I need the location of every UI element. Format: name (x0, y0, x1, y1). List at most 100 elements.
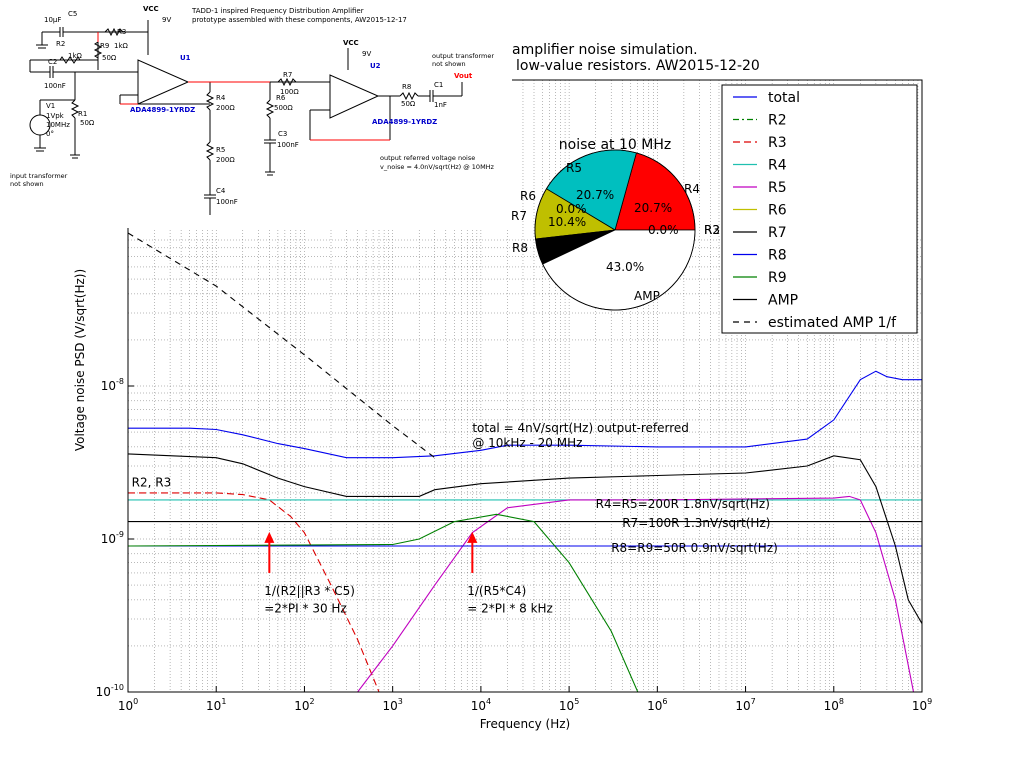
v1-label: V1 (46, 102, 55, 110)
x-tick-label: 107 (735, 697, 755, 713)
annotations: total = 4nV/sqrt(Hz) output-referred@ 10… (132, 421, 778, 616)
legend-label: estimated AMP 1/f (768, 315, 897, 331)
c3-value: 100nF (277, 141, 299, 149)
y-tick-label: 10-8 (101, 377, 124, 393)
schematic: TADD-1 inspired Frequency Distribution A… (0, 0, 512, 228)
legend-label: R5 (768, 180, 787, 196)
v1-amplitude: 1Vpk (46, 112, 65, 120)
r5-value: 200Ω (216, 156, 235, 164)
schematic-subtitle: prototype assembled with these component… (192, 16, 407, 24)
legend-label: R3 (768, 135, 787, 151)
r4-value: 200Ω (216, 104, 235, 112)
input-transformer-note-2: not shown (10, 180, 44, 188)
pie-percent: 0.0% (556, 202, 587, 216)
x-tick-label: 108 (824, 697, 844, 713)
r2-label: R2 (56, 40, 65, 48)
x-tick-label: 100 (118, 697, 138, 713)
series-layer (128, 232, 922, 692)
r4-label: R4 (216, 94, 226, 102)
pie-title: noise at 10 MHz (559, 137, 671, 153)
pie-label: R2 (704, 223, 720, 237)
legend-label: R2 (768, 113, 787, 129)
series-line-r5 (357, 495, 915, 692)
pie-percent: 20.7% (576, 188, 614, 202)
annotation-arrowhead (264, 531, 275, 543)
v9a-label: 9V (162, 16, 171, 24)
annotation-text: 1/(R5*C4) (467, 584, 526, 598)
c4-value: 100nF (216, 198, 238, 206)
r3-value: 1kΩ (114, 42, 129, 50)
r9-value: 50Ω (102, 54, 117, 62)
r7-label: R7 (283, 71, 292, 79)
annotation-text: @ 10kHz - 20 MHz (472, 436, 582, 450)
pie-percent: 20.7% (634, 201, 672, 215)
x-tick-label: 109 (912, 697, 932, 713)
c4-label: C4 (216, 187, 226, 195)
legend-label: R7 (768, 225, 787, 241)
vcc1-label: VCC (143, 5, 159, 13)
pie-percent: 10.4% (548, 215, 586, 229)
vcc2-label: VCC (343, 39, 359, 47)
pie-outline (534, 149, 696, 311)
chart-title-line1: amplifier noise simulation. (512, 42, 698, 58)
x-tick-label: 105 (559, 697, 579, 713)
annotation-text: R4=R5=200R 1.8nV/sqrt(Hz) (596, 497, 770, 511)
c1-label: C1 (434, 81, 443, 89)
r1-value: 50Ω (80, 119, 95, 127)
series-line-r3 (128, 492, 380, 692)
pie-label: R8 (512, 241, 528, 255)
pie-label: AMP (634, 289, 660, 303)
v1-phase: 0° (46, 130, 54, 138)
legend-label: R8 (768, 248, 787, 264)
r6-label: R6 (276, 94, 286, 102)
series-line-total (128, 370, 922, 459)
v9b-label: 9V (362, 50, 371, 58)
y-tick-label: 10-9 (101, 530, 124, 546)
legend-label: R9 (768, 270, 787, 286)
legend-label: total (768, 90, 800, 106)
r9-label: R9 (100, 42, 109, 50)
u2-part: ADA4899-1YRDZ (372, 118, 437, 126)
annotation-text: 1/(R2||R3 * C5) (264, 584, 355, 598)
pie-label: R3 (704, 223, 720, 237)
schematic-title: TADD-1 inspired Frequency Distribution A… (191, 7, 364, 15)
schematic-background (0, 0, 512, 228)
pie-label: R4 (684, 182, 700, 196)
output-transformer-note-1: output transformer (432, 52, 494, 60)
x-tick-label: 101 (206, 697, 226, 713)
c2-label: C2 (48, 58, 57, 66)
legend: total R2 R3 R4 R5 R6 R7 R8 R9 AMP estimated AMP 1/… (721, 84, 918, 334)
c1-value: 1nF (434, 101, 447, 109)
r7-value: 100Ω (280, 88, 299, 96)
r6-value: 500Ω (274, 104, 293, 112)
c2-value: 100nF (44, 82, 66, 90)
u1-part: ADA4899-1YRDZ (130, 106, 195, 114)
legend-label: R4 (768, 158, 787, 174)
vout-label: Vout (454, 72, 473, 80)
annotation-text: R8=R9=50R 0.9nV/sqrt(Hz) (611, 541, 778, 555)
r8-label: R8 (402, 83, 411, 91)
x-tick-label: 106 (647, 697, 667, 713)
pie-chart: noise at 10 MHz R2R3R4R5R6R7R8AMP0.0%20.… (511, 137, 720, 311)
annotation-text: R2, R3 (132, 476, 172, 490)
r5-label: R5 (216, 146, 225, 154)
series-line-amp (128, 453, 922, 624)
c3-label: C3 (278, 130, 287, 138)
u1-label: U1 (180, 54, 191, 62)
c5-value: 10µF (44, 16, 61, 24)
y-tick-label: 10-10 (96, 683, 124, 699)
c5-label: C5 (68, 10, 77, 18)
y-axis-label: Voltage noise PSD (V/sqrt(Hz)) (73, 269, 87, 451)
noise-note-2: v_noise = 4.0nV/sqrt(Hz) @ 10MHz (380, 163, 495, 171)
x-tick-label: 103 (382, 697, 402, 713)
legend-label: AMP (768, 293, 798, 309)
r3-label: R3 (117, 28, 126, 36)
annotation-text: =2*PI * 30 Hz (264, 602, 347, 616)
annotation-text: total = 4nV/sqrt(Hz) output-referred (472, 421, 689, 435)
annotation-arrowhead (467, 531, 478, 543)
r8-value: 50Ω (401, 100, 416, 108)
r2-value: 1kΩ (68, 52, 83, 60)
annotation-text: R7=100R 1.3nV/sqrt(Hz) (622, 516, 770, 530)
chart-title-line2: low-value resistors. AW2015-12-20 (516, 58, 760, 74)
